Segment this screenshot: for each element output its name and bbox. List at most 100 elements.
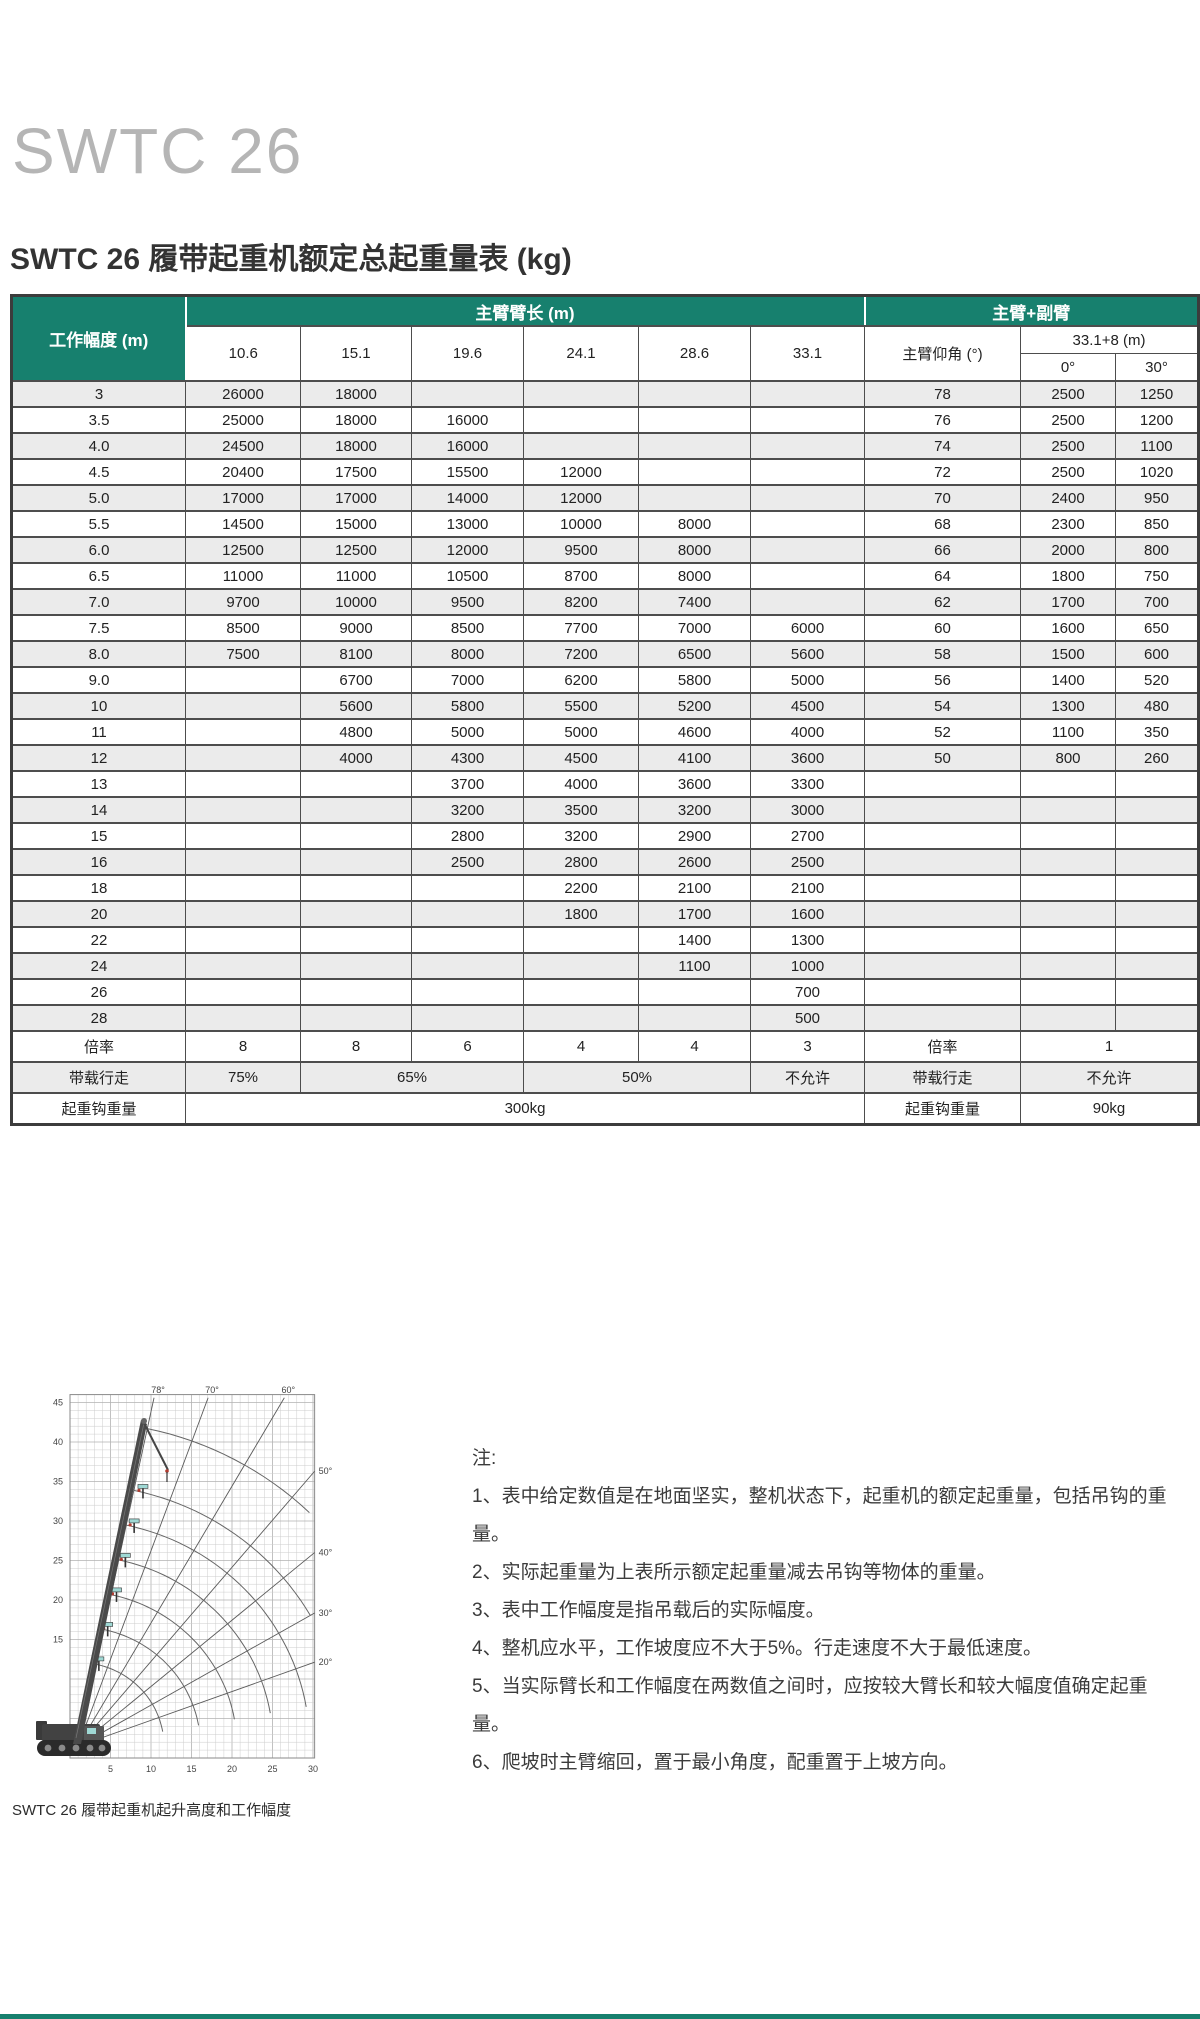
cell-capacity [300, 926, 412, 954]
crane-illustration [36, 1418, 169, 1756]
cell-capacity: 4600 [638, 718, 751, 746]
cell-angle: 74 [864, 432, 1022, 460]
cell-capacity: 5600 [300, 692, 412, 720]
cell-angle: 78 [864, 380, 1022, 408]
cell-radius: 10 [11, 692, 186, 720]
cell-capacity: 5000 [749, 666, 866, 694]
cell-jib-capacity [1115, 874, 1200, 902]
cell-jib-capacity [1020, 978, 1117, 1006]
notes-heading: 注: [472, 1448, 497, 1469]
svg-text:70°: 70° [205, 1385, 219, 1395]
header-boom-length: 24.1 [523, 325, 639, 382]
svg-text:30°: 30° [319, 1608, 333, 1618]
cell-capacity [411, 952, 524, 980]
cell-capacity: 4000 [523, 770, 639, 798]
cell-capacity [300, 770, 412, 798]
cell-capacity [749, 562, 866, 590]
header-boom-length: 10.6 [185, 325, 301, 382]
cell-jib-capacity: 1500 [1020, 640, 1117, 668]
table-row: 12 4000 4300 4500 4100 3600 50 800 260 [11, 744, 1200, 772]
cell-capacity: 2900 [638, 822, 751, 850]
page-title: SWTC 26 [12, 115, 304, 187]
cell-radius: 3.5 [11, 406, 186, 434]
cell-capacity: 16000 [411, 432, 524, 460]
header-boom-length: 28.6 [638, 325, 751, 382]
cell-jib-capacity [1020, 1004, 1117, 1032]
cell-radius: 15 [11, 822, 186, 850]
cell-capacity [300, 900, 412, 928]
cell-jib-capacity [1020, 848, 1117, 876]
cell-jib-capacity [1020, 952, 1117, 980]
cell-capacity [411, 926, 524, 954]
cell-capacity [749, 406, 866, 434]
cell-capacity [638, 484, 751, 512]
cell-jib-capacity: 1800 [1020, 562, 1117, 590]
cell-jib-capacity: 1200 [1115, 406, 1200, 434]
cell-jib-capacity: 650 [1115, 614, 1200, 642]
cell-capacity [300, 796, 412, 824]
cell-jib-capacity: 520 [1115, 666, 1200, 694]
cell-jib-capacity: 1300 [1020, 692, 1117, 720]
cell-capacity: 2700 [749, 822, 866, 850]
cell-angle [864, 796, 1022, 824]
cell-radius: 16 [11, 848, 186, 876]
footer-hook-value: 300kg [184, 1092, 866, 1125]
header-jib-angle: 30° [1115, 353, 1200, 382]
cell-capacity [638, 380, 751, 408]
table-row: 18 2200 2100 2100 [11, 874, 1200, 902]
cell-capacity: 9500 [411, 588, 524, 616]
cell-capacity: 9700 [185, 588, 301, 616]
header-boom-length: 33.1 [749, 325, 866, 382]
cell-angle: 58 [864, 640, 1022, 668]
cell-angle [864, 952, 1022, 980]
cell-jib-capacity: 260 [1115, 744, 1200, 772]
cell-radius: 5.5 [11, 510, 186, 538]
cell-capacity [749, 484, 866, 512]
cell-capacity: 8000 [638, 536, 751, 564]
chart-curves [77, 1397, 315, 1747]
cell-angle: 62 [864, 588, 1022, 616]
footer-ratio-value: 1 [1020, 1030, 1200, 1063]
cell-jib-capacity: 1020 [1115, 458, 1200, 486]
table-row: 24 1100 1000 [11, 952, 1200, 980]
footer-travel-value: 50% [523, 1061, 751, 1094]
cell-capacity [749, 432, 866, 460]
cell-capacity: 4500 [749, 692, 866, 720]
svg-text:30: 30 [53, 1516, 63, 1526]
svg-text:30: 30 [308, 1764, 318, 1774]
cell-angle: 56 [864, 666, 1022, 694]
cell-capacity [185, 770, 301, 798]
cell-capacity: 5500 [523, 692, 639, 720]
load-chart-table: 工作幅度 (m) 主臂臂长 (m) 主臂+副臂 10.6 15.1 19.6 24.1 28.… [10, 294, 1200, 1126]
cell-radius: 11 [11, 718, 186, 746]
cell-capacity: 12000 [523, 458, 639, 486]
cell-capacity: 1100 [638, 952, 751, 980]
table-row: 5.5 14500 15000 13000 10000 8000 68 2300 850 [11, 510, 1200, 538]
cell-jib-capacity: 2300 [1020, 510, 1117, 538]
cell-capacity: 4300 [411, 744, 524, 772]
cell-capacity [638, 406, 751, 434]
svg-text:5: 5 [108, 1764, 113, 1774]
cell-capacity [185, 822, 301, 850]
cell-capacity [300, 822, 412, 850]
header-boom-length: 15.1 [300, 325, 412, 382]
chart-caption: SWTC 26 履带起重机起升高度和工作幅度 [12, 1802, 292, 1819]
cell-capacity [523, 406, 639, 434]
cell-capacity [523, 952, 639, 980]
cell-radius: 6.5 [11, 562, 186, 590]
cell-radius: 14 [11, 796, 186, 824]
cell-jib-capacity: 2000 [1020, 536, 1117, 564]
cell-capacity: 5800 [411, 692, 524, 720]
cell-capacity [411, 874, 524, 902]
cell-capacity: 4000 [300, 744, 412, 772]
cell-capacity: 12500 [185, 536, 301, 564]
cell-jib-capacity [1020, 900, 1117, 928]
footer-hook-label: 起重钩重量 [864, 1092, 1022, 1125]
table-row: 8.0 7500 8100 8000 7200 6500 5600 58 1500 600 [11, 640, 1200, 668]
cell-jib-capacity: 800 [1115, 536, 1200, 564]
cell-jib-capacity: 700 [1115, 588, 1200, 616]
cell-capacity: 3600 [749, 744, 866, 772]
lift-chart-svg: 78° 70° 60° 50° 40° 30° 20° 5 10 15 20 25 30 15 20 25 30… [36, 1385, 333, 1774]
cell-capacity: 11000 [185, 562, 301, 590]
footer-ratio-value: 8 [185, 1030, 301, 1063]
